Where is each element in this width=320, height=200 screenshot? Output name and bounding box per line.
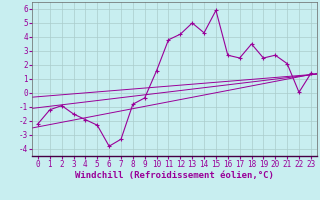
- X-axis label: Windchill (Refroidissement éolien,°C): Windchill (Refroidissement éolien,°C): [75, 171, 274, 180]
